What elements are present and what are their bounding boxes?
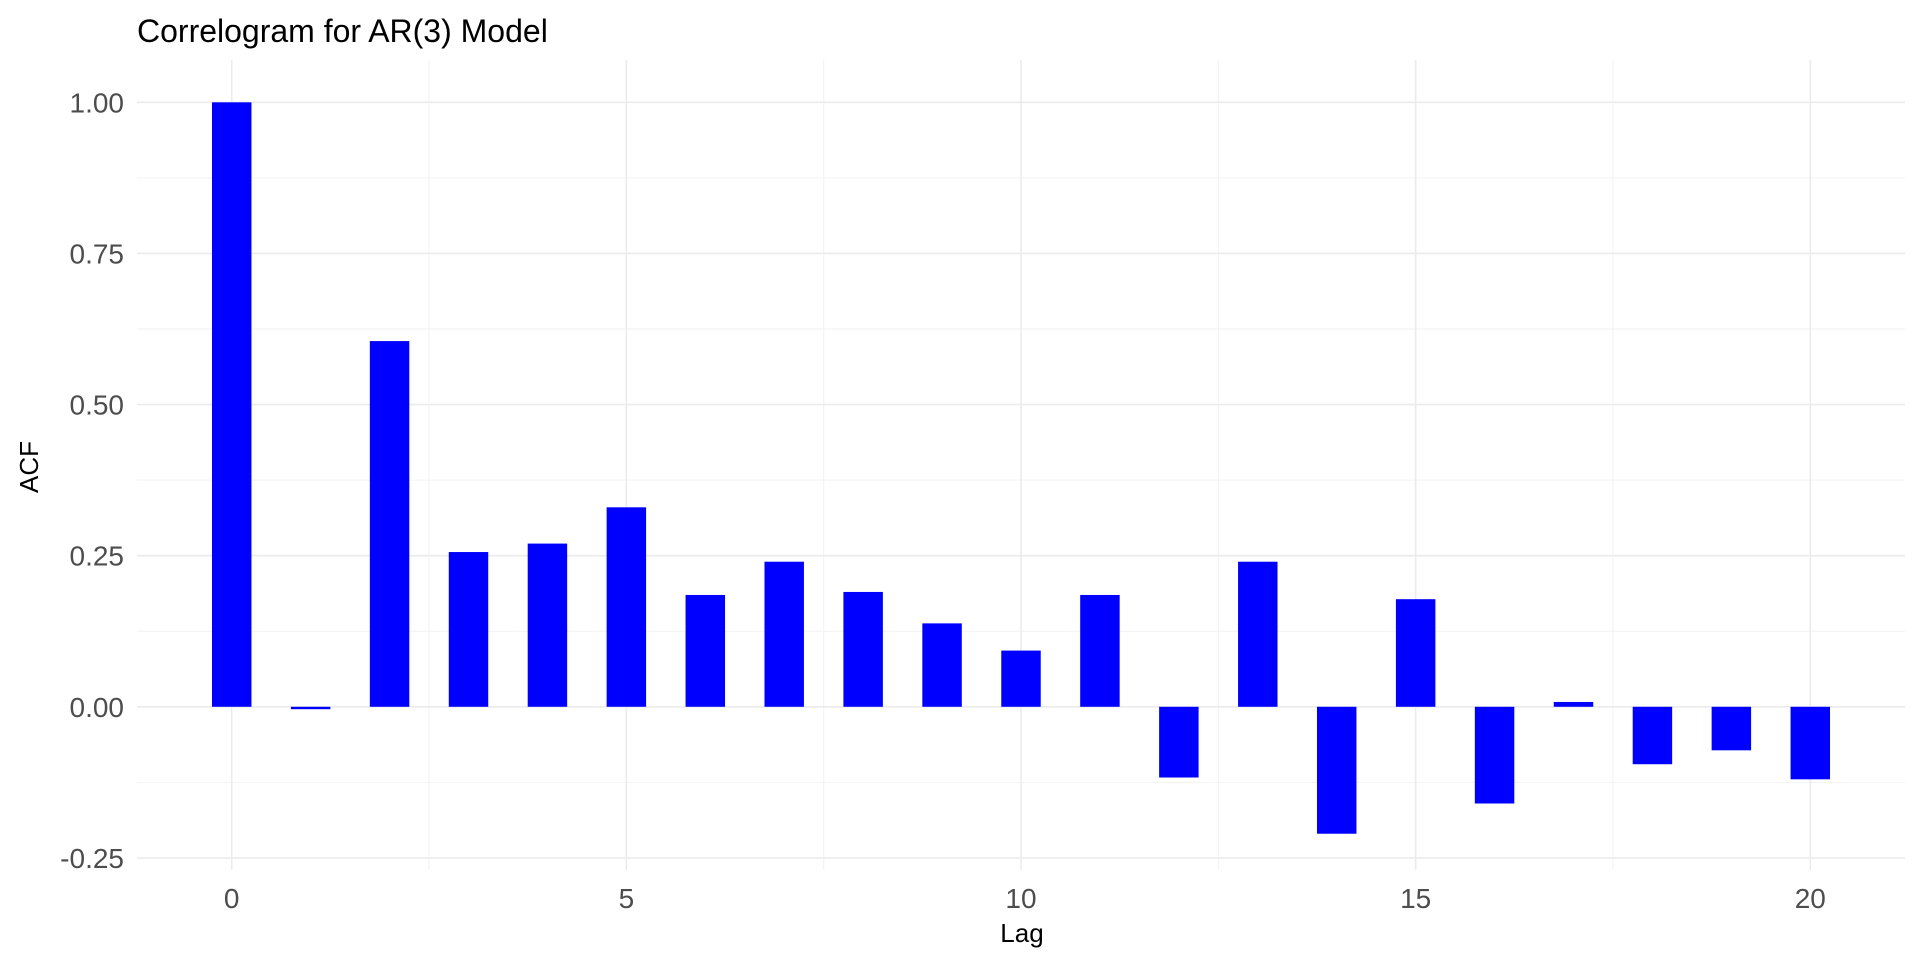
acf-bar-lag-0 <box>211 102 252 707</box>
x-tick-label: 5 <box>619 883 635 914</box>
y-tick-label: 0.50 <box>70 390 125 421</box>
acf-bar-lag-5 <box>606 507 647 707</box>
acf-bar-lag-19 <box>1711 706 1752 751</box>
acf-bar-lag-8 <box>843 591 883 707</box>
bars-layer <box>211 102 1831 834</box>
y-axis-title: ACF <box>14 441 44 493</box>
acf-bar-lag-9 <box>922 623 962 707</box>
acf-bar-lag-4 <box>527 543 568 707</box>
acf-bar-lag-3 <box>448 552 489 707</box>
y-tick-label: 0.25 <box>70 541 125 572</box>
acf-bar-lag-2 <box>369 341 410 707</box>
acf-bar-lag-16 <box>1474 706 1515 804</box>
acf-bar-lag-1 <box>290 706 331 710</box>
chart-title: Correlogram for AR(3) Model <box>137 13 548 49</box>
x-axis-title: Lag <box>1000 918 1043 948</box>
acf-bar-lag-14 <box>1316 706 1357 834</box>
acf-bar-lag-18 <box>1632 706 1673 765</box>
x-tick-label: 10 <box>1005 883 1036 914</box>
x-tick-label: 15 <box>1400 883 1431 914</box>
y-tick-label: 0.00 <box>70 692 125 723</box>
y-tick-label: 1.00 <box>70 87 125 118</box>
x-tick-label: 20 <box>1795 883 1826 914</box>
acf-bar-lag-13 <box>1238 561 1278 707</box>
y-tick-label: -0.25 <box>60 843 124 874</box>
acf-bar-lag-20 <box>1790 706 1831 780</box>
y-tick-label: 0.75 <box>70 238 125 269</box>
acf-bar-lag-11 <box>1080 594 1120 707</box>
ticks-layer: 0 5 10 15 20 -0.25 0.00 0.25 0.50 0.75 1.00 <box>60 87 1826 914</box>
acf-bar-lag-10 <box>1001 650 1041 707</box>
acf-bar-lag-15 <box>1395 599 1436 707</box>
x-tick-label: 0 <box>224 883 240 914</box>
acf-bar-lag-12 <box>1159 706 1199 778</box>
acf-bar-lag-6 <box>685 594 726 707</box>
acf-bar-lag-7 <box>764 561 804 707</box>
acf-bar-lag-17 <box>1553 701 1594 707</box>
